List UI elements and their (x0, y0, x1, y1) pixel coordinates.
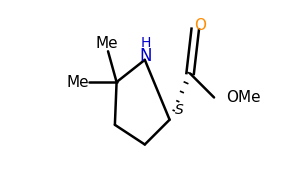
Text: Me: Me (67, 75, 89, 90)
Text: H: H (141, 36, 151, 50)
Text: O: O (194, 18, 206, 33)
Text: N: N (139, 47, 152, 65)
Text: OMe: OMe (226, 90, 260, 105)
Text: Me: Me (96, 36, 119, 51)
Text: S: S (175, 103, 183, 117)
